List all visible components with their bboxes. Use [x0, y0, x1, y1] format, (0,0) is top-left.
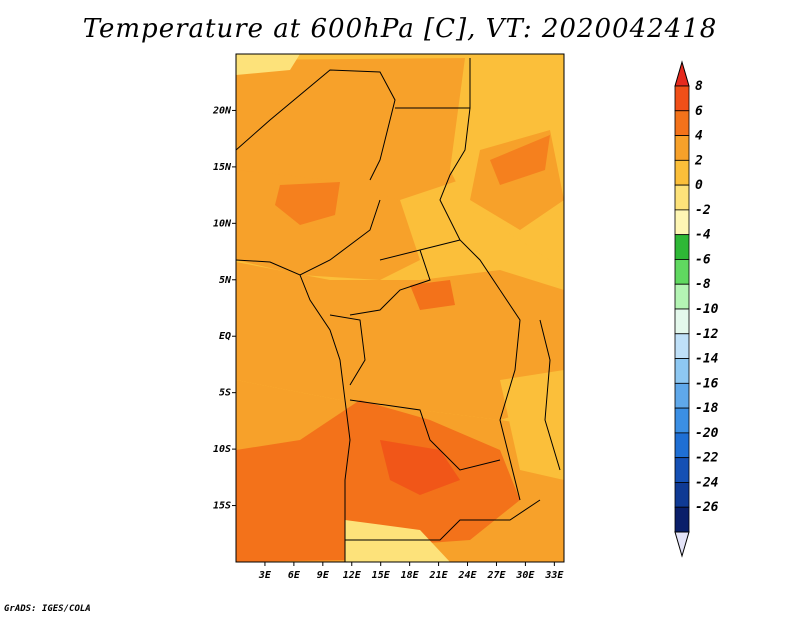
border-line — [236, 69, 396, 181]
field-nw-cool — [236, 54, 300, 75]
grads-credit: GrADS: IGES/COLA — [4, 604, 91, 614]
field-central-hot — [410, 280, 455, 310]
lat-tick-label: 5N — [219, 275, 232, 286]
field-angola-hot — [380, 440, 460, 495]
colorbar-swatch — [674, 308, 690, 335]
border-line — [539, 319, 561, 471]
field-central — [236, 262, 564, 420]
colorbar-swatch — [674, 209, 690, 236]
colorbar-swatch — [674, 110, 690, 136]
field-angola — [236, 400, 520, 562]
colorbar-label: 2 — [694, 153, 703, 168]
lon-tick-label: 30E — [515, 570, 535, 581]
lat-tick-label: 10S — [213, 444, 231, 455]
lat-tick-label: 5S — [219, 388, 231, 399]
colorbar-swatch — [674, 432, 690, 459]
lon-tick-label: 24E — [457, 570, 477, 581]
lat-tick-label: 15S — [213, 501, 231, 512]
border-line — [349, 249, 431, 316]
lon-tick-label: 27E — [486, 570, 506, 581]
border-line — [349, 399, 501, 471]
colorbar-label: 4 — [695, 129, 703, 144]
colorbar-swatch — [674, 135, 690, 161]
colorbar-label: -14 — [695, 352, 719, 367]
border-line — [499, 289, 521, 501]
border-line — [439, 107, 501, 291]
colorbar-swatch — [674, 234, 690, 260]
field-west-hot — [275, 182, 340, 225]
colorbar-swatch — [674, 283, 690, 310]
lon-tick-label: 18E — [401, 570, 420, 581]
colorbar-swatch — [674, 407, 690, 434]
border-line — [236, 199, 381, 276]
colorbar-label: -16 — [695, 376, 719, 391]
colorbar-swatch — [674, 159, 690, 186]
colorbar-label: 6 — [695, 104, 703, 119]
colorbar-label: -22 — [695, 451, 719, 466]
lon-axis: 3E 6E 9E 12E 15E 18E 21E 24E 27E 30E 33E — [258, 562, 564, 581]
lon-tick-label: 12E — [343, 570, 362, 581]
colorbar-swatch — [674, 457, 690, 483]
field-east-cool — [500, 370, 564, 480]
lon-tick-label: 21E — [429, 570, 449, 581]
colorbar-label: -26 — [695, 500, 719, 515]
field-sudan-hot — [490, 135, 550, 185]
colorbar-top-arrow — [674, 60, 690, 87]
borders — [236, 58, 561, 562]
field-sahara — [236, 58, 480, 200]
border-line — [329, 314, 366, 386]
lat-tick-label: 10N — [213, 218, 232, 229]
map-title: Temperature at 600hPa [C], VT: 202004241… — [82, 14, 718, 44]
border-line — [345, 499, 541, 541]
temperature-field — [236, 54, 564, 562]
lon-tick-label: 9E — [317, 570, 330, 581]
colorbar-swatch — [674, 358, 690, 384]
colorbar-swatch — [674, 333, 690, 359]
colorbar-label: -24 — [695, 475, 719, 490]
lat-axis: 20N 15N 10N 5N EQ 5S 10S 15S — [212, 105, 236, 512]
colorbar: 8 6 4 2 0 -2 -4 -6 -8 -10 -12 -14 -16 -18 -20 -22 -24 -26 — [674, 60, 719, 558]
colorbar-label: -2 — [695, 203, 711, 218]
colorbar-label: 8 — [695, 79, 703, 94]
colorbar-label: -12 — [695, 327, 719, 342]
colorbar-swatch — [674, 382, 690, 409]
lat-tick-label: EQ — [219, 331, 231, 342]
colorbar-swatch — [674, 85, 690, 112]
colorbar-label: -4 — [695, 228, 711, 243]
lon-tick-label: 15E — [372, 570, 391, 581]
field-namibia-cool — [345, 520, 450, 562]
colorbar-swatch — [674, 506, 690, 533]
colorbar-bottom-arrow — [674, 531, 690, 558]
colorbar-swatch — [674, 184, 690, 211]
lon-tick-label: 3E — [258, 570, 272, 581]
lon-tick-label: 6E — [288, 570, 301, 581]
colorbar-label: -6 — [695, 252, 711, 267]
colorbar-label: -8 — [695, 277, 711, 292]
colorbar-label: -10 — [695, 302, 719, 317]
colorbar-label: -20 — [695, 426, 719, 441]
colorbar-label: -18 — [695, 401, 719, 416]
lat-tick-label: 20N — [212, 105, 232, 116]
lat-tick-label: 15N — [213, 162, 232, 173]
colorbar-swatch — [674, 259, 690, 285]
colorbar-swatch — [674, 482, 690, 508]
coastline — [299, 274, 351, 562]
colorbar-label: 0 — [695, 178, 703, 193]
lon-tick-label: 33E — [544, 570, 564, 581]
map-frame — [235, 53, 565, 563]
